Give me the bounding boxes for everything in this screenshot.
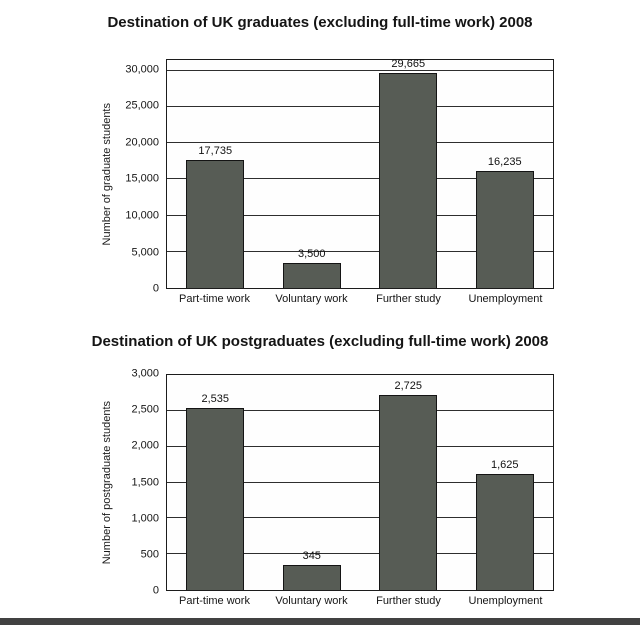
y-axis-ticks: 0 5,000 10,000 15,000 20,000 25,000 30,000 bbox=[116, 59, 166, 294]
postgraduates-chart: Destination of UK postgraduates (excludi… bbox=[0, 333, 640, 607]
bar-value-label: 16,235 bbox=[487, 155, 522, 168]
gridline bbox=[167, 214, 553, 216]
y-tick-label: 15,000 bbox=[125, 172, 159, 185]
bar-slot: 16,235 bbox=[457, 60, 554, 288]
y-tick-label: 10,000 bbox=[125, 209, 159, 222]
bar-value-label: 2,725 bbox=[394, 379, 423, 392]
x-category-label: Further study bbox=[376, 293, 441, 305]
y-tick-label: 20,000 bbox=[125, 136, 159, 149]
gridline bbox=[167, 106, 553, 108]
bar-slot: 29,665 bbox=[360, 58, 457, 288]
y-tick-label: 3,000 bbox=[131, 367, 159, 380]
bar-value-label: 1,625 bbox=[490, 458, 519, 471]
bar-part-time-work bbox=[186, 159, 245, 288]
x-category-label: Voluntary work bbox=[275, 595, 348, 607]
gridline bbox=[167, 445, 553, 447]
y-axis-title-text: Number of postgraduate students bbox=[101, 400, 113, 565]
bar-slot: 17,735 bbox=[167, 60, 264, 288]
bar-slot: 2,535 bbox=[167, 375, 264, 590]
gridline bbox=[167, 142, 553, 144]
x-category-label: Voluntary work bbox=[275, 293, 348, 305]
bar-part-time-work bbox=[186, 408, 245, 590]
bar-further-study bbox=[379, 394, 438, 590]
x-axis-labels: Part-time work Voluntary work Further stud… bbox=[166, 293, 554, 305]
gridline bbox=[167, 553, 553, 555]
y-tick-label: 5,000 bbox=[131, 246, 159, 258]
bar-unemployment bbox=[475, 473, 534, 590]
x-category-label: Unemployment bbox=[468, 293, 543, 305]
bar-value-label: 3,500 bbox=[297, 247, 326, 260]
bar-value-label: 345 bbox=[302, 550, 321, 563]
y-tick-label: 30,000 bbox=[125, 63, 159, 76]
gridline bbox=[167, 178, 553, 180]
chart-body: Number of postgraduate students 0 500 1,00… bbox=[98, 368, 640, 596]
chart-title: Destination of UK graduates (excluding f… bbox=[107, 14, 533, 31]
chart-body: Number of graduate students 0 5,000 10,000… bbox=[98, 59, 640, 294]
y-tick-label: 2,000 bbox=[131, 439, 159, 452]
x-category-label: Part-time work bbox=[179, 293, 250, 305]
x-category-label: Part-time work bbox=[179, 595, 250, 607]
bar-slot: 1,625 bbox=[457, 375, 554, 590]
gridline bbox=[167, 250, 553, 252]
bar-further-study bbox=[379, 73, 438, 288]
y-axis-title: Number of postgraduate students bbox=[98, 374, 116, 591]
y-axis-ticks: 0 500 1,000 1,500 2,000 2,500 3,000 bbox=[116, 368, 166, 596]
chart-title: Destination of UK postgraduates (excludi… bbox=[91, 333, 549, 350]
gridline bbox=[167, 481, 553, 483]
bar-voluntary-work bbox=[282, 565, 341, 590]
gridline bbox=[167, 409, 553, 411]
y-tick-label: 1,000 bbox=[131, 512, 159, 525]
y-tick-label: 0 bbox=[152, 584, 159, 597]
x-axis-labels: Part-time work Voluntary work Further stud… bbox=[166, 595, 554, 607]
bar-slot: 3,500 bbox=[264, 60, 361, 288]
x-category-label: Further study bbox=[376, 595, 441, 607]
y-tick-label: 1,500 bbox=[131, 476, 159, 488]
bar-value-label: 29,665 bbox=[391, 58, 426, 71]
y-axis-title-text: Number of graduate students bbox=[101, 102, 113, 246]
y-tick-label: 500 bbox=[140, 548, 159, 561]
x-category-label: Unemployment bbox=[468, 595, 543, 607]
y-axis-title: Number of graduate students bbox=[98, 59, 116, 289]
y-tick-label: 25,000 bbox=[125, 99, 159, 112]
plot-area: 17,735 3,500 29,665 16,235 bbox=[166, 59, 554, 289]
bar-unemployment bbox=[475, 170, 534, 288]
graduates-chart: Destination of UK graduates (excluding f… bbox=[0, 0, 640, 305]
plot-area: 2,535 345 2,725 1,625 bbox=[166, 374, 554, 591]
bar-slot: 345 bbox=[264, 375, 361, 590]
y-tick-label: 2,500 bbox=[131, 403, 159, 416]
bar-value-label: 2,535 bbox=[201, 393, 230, 406]
y-tick-label: 0 bbox=[152, 282, 159, 295]
bar-value-label: 17,735 bbox=[198, 144, 233, 157]
bottom-divider bbox=[0, 618, 640, 625]
gridline bbox=[167, 517, 553, 519]
bar-voluntary-work bbox=[282, 262, 341, 288]
gridline bbox=[167, 69, 553, 71]
bar-slot: 2,725 bbox=[360, 375, 457, 590]
